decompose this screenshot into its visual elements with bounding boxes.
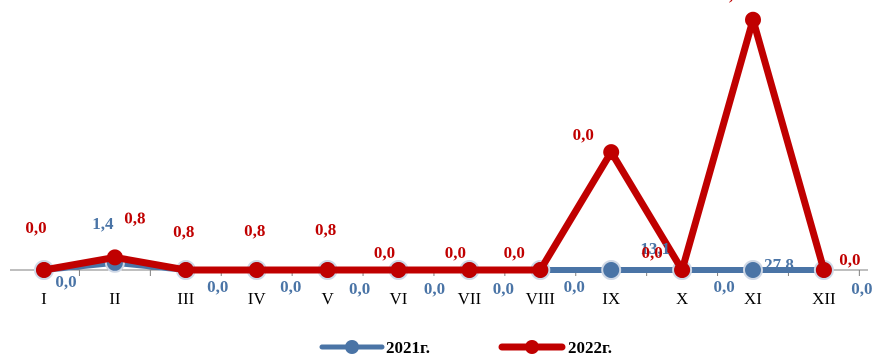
series-line-2 [40,16,828,274]
series-2-point [177,262,194,278]
series-2-point [248,262,265,278]
series-2-point [603,144,620,161]
series-1-data-label: 0,0 [713,277,734,296]
series-2-point [106,249,123,266]
x-tick-label: VI [390,289,408,308]
series-2-data-label: 0,0 [573,125,594,144]
series-2-point [532,262,549,278]
series-2-data-label: 0,8 [315,220,336,239]
series-1-data-label: 0,0 [207,277,228,296]
x-tick-label: I [41,289,47,308]
x-tick-label: V [321,289,334,308]
series-2-data-label: 0,0 [839,250,860,269]
series-1-data-label: 0,0 [280,277,301,296]
series-1-data-label: 0,0 [851,279,872,298]
series-1-data-label: 13,1 [640,239,670,258]
series-2-point [674,262,691,278]
series-2-point [745,11,761,28]
series-1-data-label: 0,0 [493,279,514,298]
series-1-data-label: 0,0 [349,279,370,298]
x-tick-label: II [109,289,121,308]
x-tick-label: XI [744,289,762,308]
legend-label: 2021г. [386,338,430,354]
x-tick-label: IX [602,289,620,308]
series-2-data-label: 0,8 [124,208,145,227]
series-2-point [36,262,52,278]
legend-swatch-marker [525,340,539,354]
series-2-data-label: 0,0 [641,243,662,262]
x-tick-label: VIII [526,289,556,308]
series-2-point [461,262,478,278]
x-tick-label: III [177,289,194,308]
x-tick-label: XII [812,289,836,308]
series-2-data-label: 0,8 [244,221,265,240]
x-tick-label: IV [248,289,267,308]
x-tick-label: X [676,289,688,308]
legend-swatch-marker [345,340,359,354]
legend-label: 2022г. [568,338,612,354]
series-1-data-label: 0,0 [564,277,585,296]
series-2-data-label: 0,0 [25,218,46,237]
series-2-data-label: 0,0 [504,243,525,262]
series-1-point [601,260,622,280]
series-1-data-label: 1,4 [92,214,114,233]
series-1-point [743,260,763,280]
series-2-data-label: 0,8 [173,222,194,241]
series-2-point [815,262,832,278]
series-1-data-label: 27,8 [764,255,794,274]
series-2-data-label: 0,0 [445,243,466,262]
series-1-data-label: 0,0 [424,279,445,298]
series-1-data-label: 0,0 [55,272,76,291]
series-2-point [319,262,336,278]
series-2-point [390,262,407,278]
series-2-data-label: 0,0 [720,0,741,4]
x-tick-label: VII [458,289,482,308]
series-2-data-label: 0,0 [374,243,395,262]
